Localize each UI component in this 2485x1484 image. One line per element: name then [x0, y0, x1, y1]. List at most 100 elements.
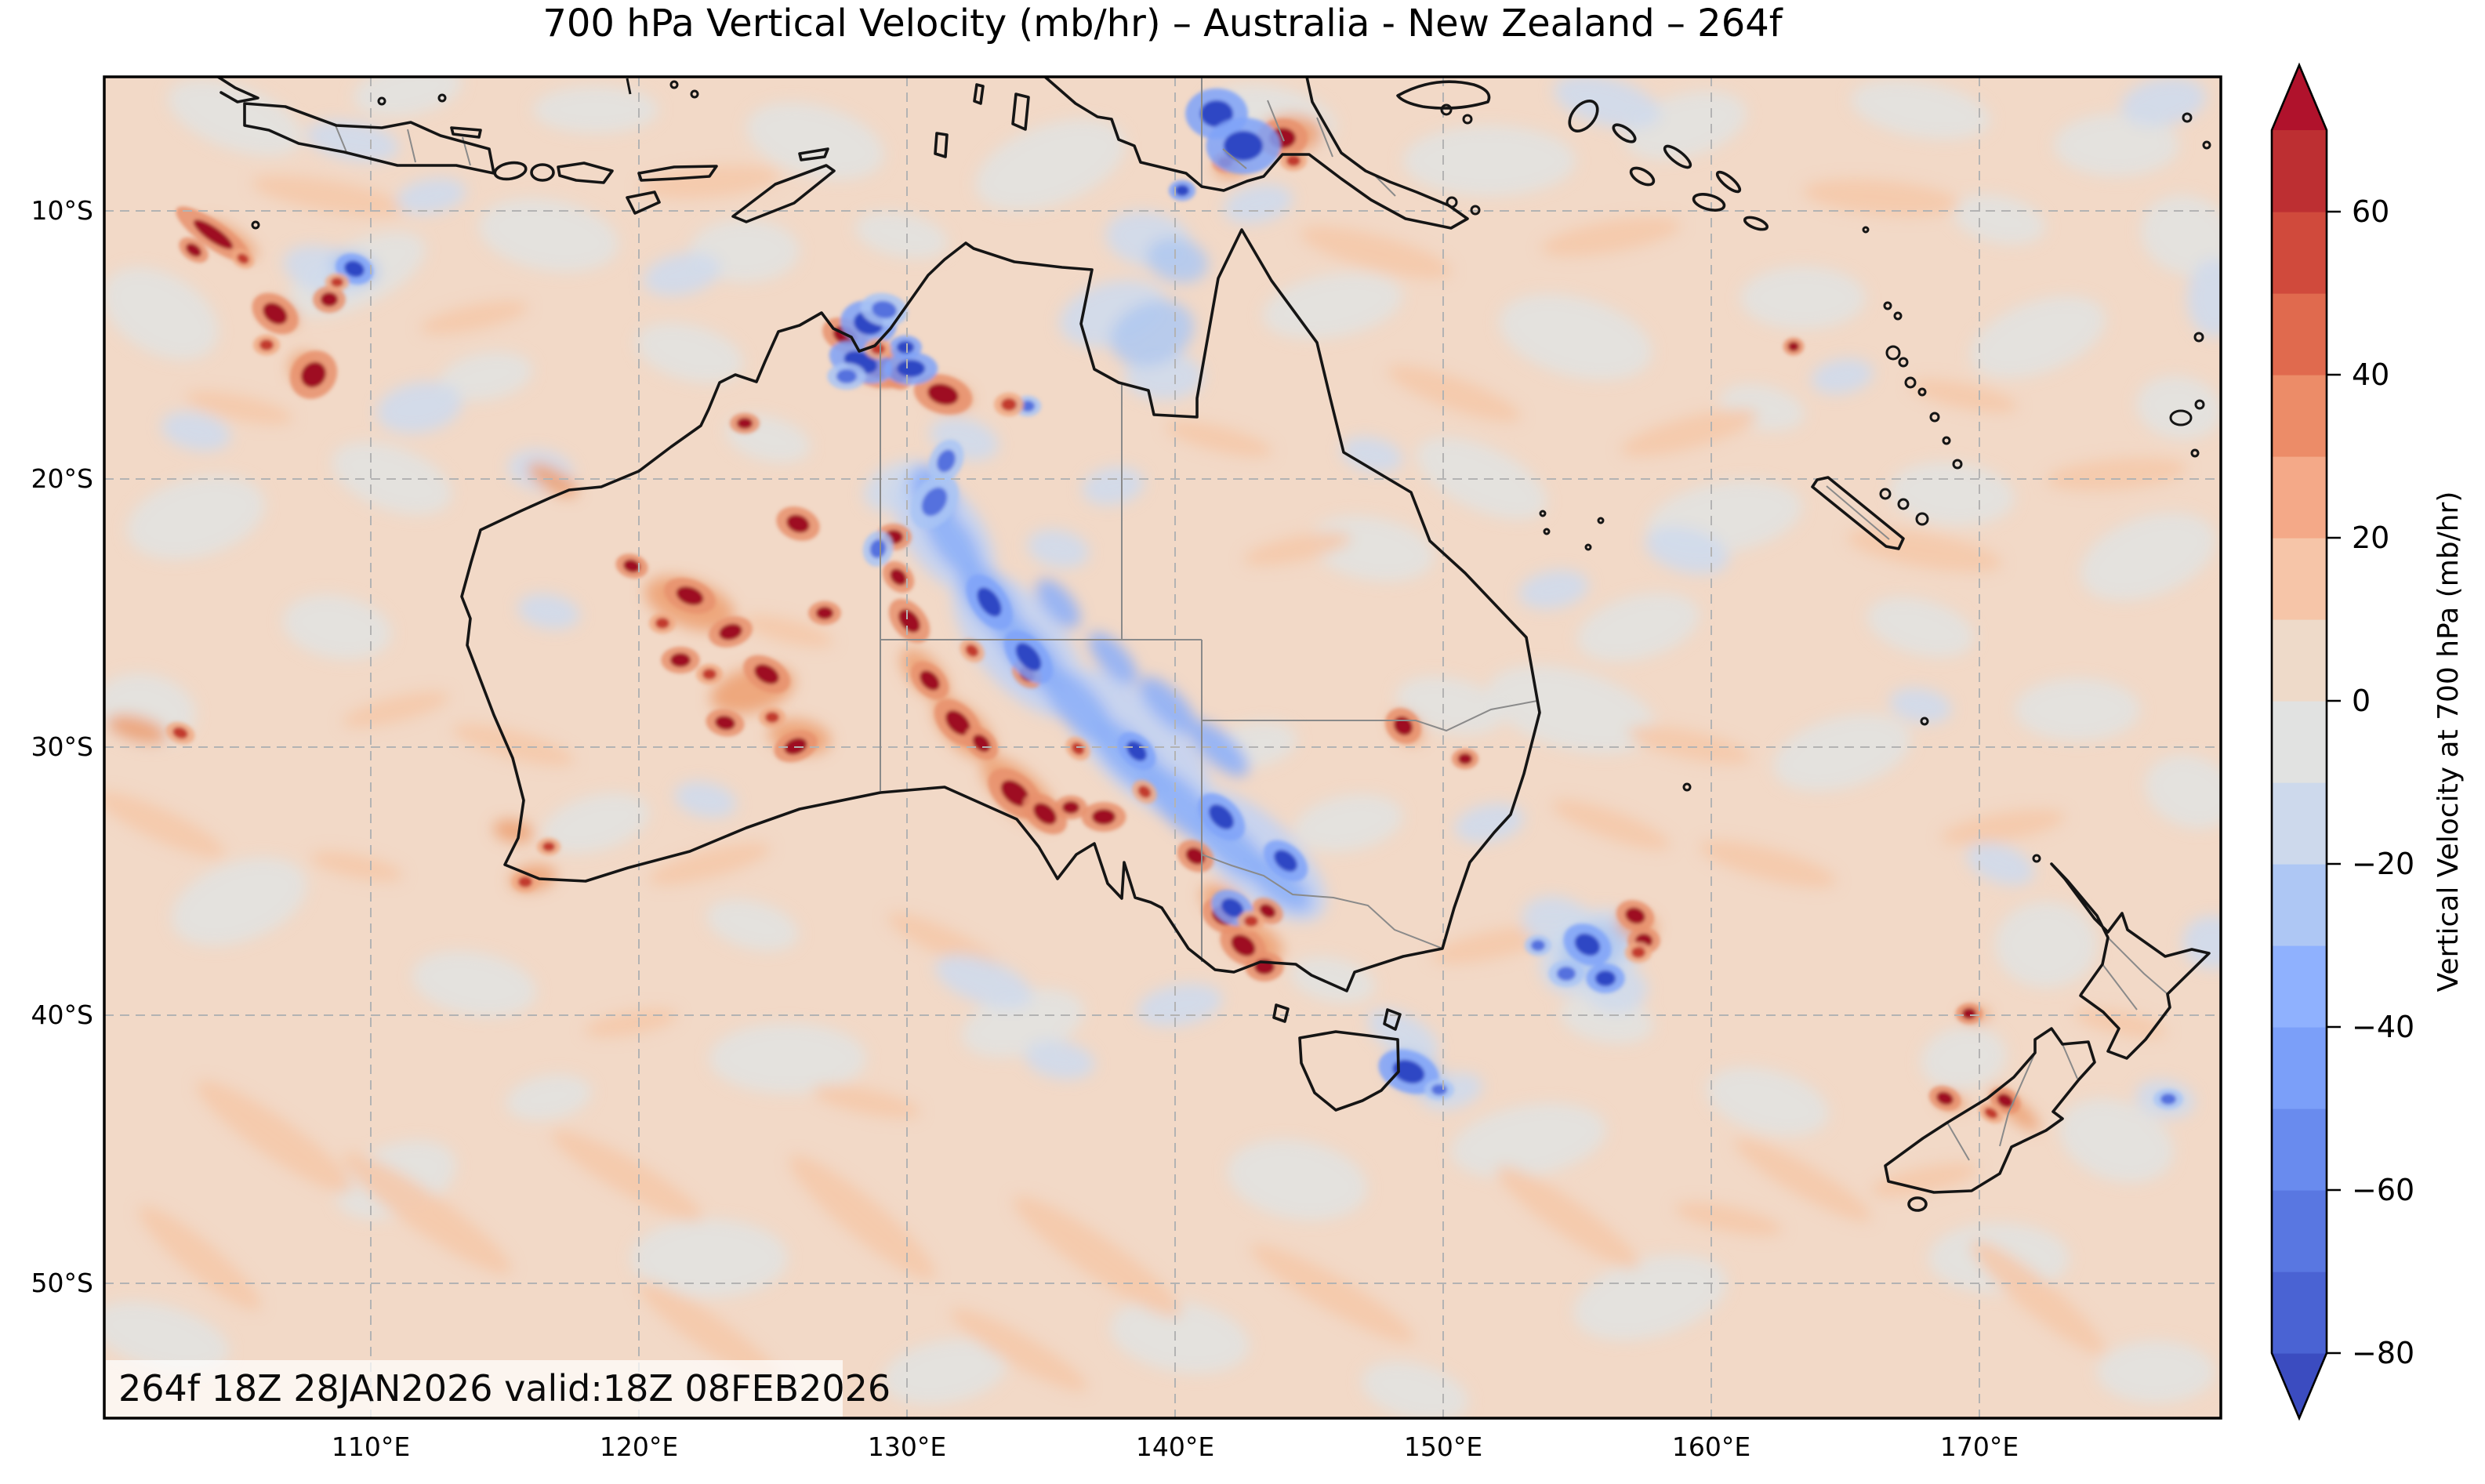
- velocity-core-blob: [1071, 742, 1085, 755]
- velocity-core-blob: [1209, 804, 1234, 829]
- velocity-wash-blob: [1851, 80, 1990, 140]
- coastline-choiseul: [1612, 123, 1637, 143]
- coastline-tasmania: [1298, 1030, 1400, 1112]
- velocity-wash-blob: [1223, 183, 1293, 224]
- velocity-wash-blob: [1847, 528, 2002, 572]
- velocity-wash-blob: [376, 382, 463, 434]
- velocity-wash-blob: [552, 1130, 702, 1222]
- velocity-wash-blob: [2187, 259, 2221, 337]
- velocity-core-blob: [1185, 847, 1206, 865]
- velocity-core-blob: [1788, 342, 1799, 351]
- velocity-core-blob: [737, 418, 753, 429]
- velocity-core-blob: [263, 303, 288, 325]
- velocity-core-blob: [1574, 933, 1601, 956]
- velocity-wash-blob: [1293, 794, 1403, 852]
- colorbar-tick-label: 40: [2352, 357, 2389, 392]
- velocity-wash-blob: [643, 252, 721, 296]
- velocity-wash-blob: [1025, 1040, 1095, 1079]
- colorbar: 60 40 20 0 −20 −40 −60 −80: [2270, 62, 2414, 1421]
- velocity-wash-blob: [2080, 512, 2216, 601]
- velocity-wash-blob: [1244, 852, 1311, 912]
- velocity-wash-blob: [1396, 676, 1504, 735]
- velocity-core-blob: [1244, 916, 1258, 927]
- coastline-kei: [973, 83, 985, 105]
- colorbar-segment: [2272, 1108, 2327, 1191]
- velocity-wash-blob: [282, 594, 392, 660]
- velocity-core-blob: [1015, 643, 1042, 671]
- lat-tick-label: 20°S: [31, 463, 93, 494]
- velocity-wash-blob: [452, 723, 575, 767]
- colorbar-segment: [2272, 701, 2327, 783]
- velocity-core-blob: [1531, 940, 1545, 951]
- coastline-sumbawa: [557, 161, 614, 184]
- velocity-wash-blob: [1243, 532, 1351, 566]
- velocity-core-blob: [623, 559, 640, 573]
- velocity-wash-blob: [1165, 421, 1273, 457]
- velocity-wash-blob: [104, 267, 219, 360]
- velocity-wash-blob: [1188, 720, 1250, 777]
- velocity-wash-blob: [1013, 1196, 1182, 1318]
- velocity-core-blob: [872, 300, 897, 319]
- velocity-wash-blob: [1227, 1139, 1368, 1221]
- velocity-core-blob: [676, 586, 704, 606]
- coastline-guadalcanal: [1692, 193, 1726, 212]
- colorbar-tick-label: −20: [2352, 847, 2414, 881]
- velocity-wash-blob: [2059, 1098, 2174, 1183]
- velocity-core-blob: [193, 220, 234, 249]
- velocity-core-blob: [321, 292, 338, 307]
- velocity-wash-blob: [1620, 408, 1758, 457]
- velocity-wash-blob: [709, 1023, 866, 1094]
- colorbar-over-arrow: [2272, 65, 2327, 130]
- lon-tick-label: 140°E: [1136, 1431, 1214, 1462]
- velocity-core-blob: [786, 514, 810, 533]
- velocity-core-blob: [186, 243, 201, 257]
- velocity-core-blob: [1274, 850, 1297, 872]
- velocity-wash-blob: [1487, 665, 1656, 754]
- velocity-core-blob: [1557, 967, 1576, 981]
- lat-tick-label: 50°S: [31, 1268, 93, 1298]
- velocity-wash-blob: [1645, 526, 1729, 575]
- velocity-wash-blob: [638, 1281, 781, 1384]
- velocity-wash-blob: [104, 791, 226, 858]
- coastline-new-georgia: [1629, 166, 1656, 187]
- velocity-core-blob: [1625, 907, 1645, 924]
- coastline-wetar: [798, 147, 829, 161]
- velocity-wash-blob: [1110, 299, 1195, 367]
- velocity-wash-blob: [1340, 436, 1403, 474]
- velocity-core-blob: [816, 607, 833, 619]
- velocity-core-blob: [890, 568, 907, 586]
- velocity-wash-blob: [185, 390, 293, 425]
- velocity-core-blob: [754, 664, 779, 684]
- velocity-wash-blob: [506, 1074, 592, 1121]
- velocity-wash-blob: [950, 1308, 1088, 1391]
- velocity-wash-blob: [517, 593, 580, 630]
- velocity-wash-blob: [1889, 462, 2015, 526]
- velocity-wash-blob: [542, 793, 650, 854]
- velocity-wash-blob: [2097, 1341, 2215, 1403]
- velocity-wash-blob: [1146, 238, 1209, 283]
- axis-tick-labels: 10°S 20°S 30°S 40°S 50°S 110°E 120°E 130°E 140°E…: [31, 195, 2019, 1462]
- coastline-bali: [493, 161, 528, 181]
- velocity-wash-blob: [1866, 597, 1975, 658]
- colorbar-under-arrow: [2272, 1353, 2327, 1418]
- velocity-core-blob: [1392, 1060, 1425, 1083]
- velocity-wash-blob: [1451, 1103, 1606, 1178]
- velocity-wash-blob: [1870, 1163, 1979, 1197]
- velocity-core-blob: [1137, 786, 1152, 798]
- velocity-wash-blob: [104, 1301, 230, 1373]
- velocity-core-blob: [765, 712, 779, 723]
- velocity-wash-blob: [1573, 1254, 1727, 1341]
- velocity-wash-blob: [1699, 840, 1837, 888]
- velocity-core-blob: [1231, 934, 1256, 956]
- velocity-core-blob: [937, 449, 956, 473]
- velocity-wash-blob: [1027, 529, 1090, 568]
- velocity-wash-blob: [1518, 570, 1589, 609]
- coastline-australia: [460, 228, 1541, 992]
- velocity-wash-blob: [1431, 925, 1555, 964]
- coastline-new-guinea: [1043, 77, 1469, 230]
- colorbar-segment: [2272, 1027, 2327, 1109]
- velocity-wash-blob: [310, 851, 403, 882]
- velocity-wash-blob: [1971, 296, 2106, 379]
- velocity-wash-blob: [1734, 1138, 1872, 1221]
- velocity-core-blob: [897, 360, 925, 377]
